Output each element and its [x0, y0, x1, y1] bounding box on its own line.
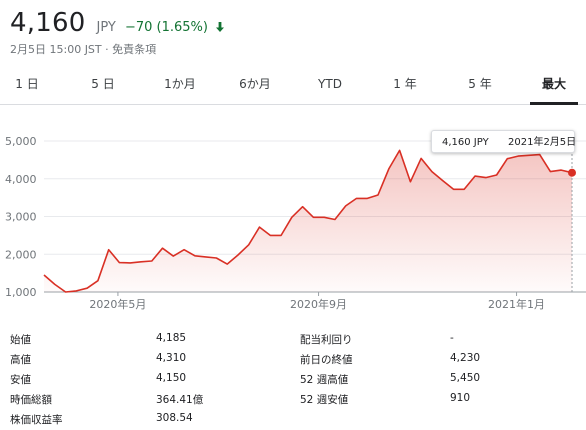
y-axis-labels: 5,000 4,000 3,000 2,000 1,000 — [5, 135, 37, 299]
stat-row: 始値 4,185 配当利回り - — [10, 332, 454, 346]
tab-6-month[interactable]: 6か月 — [239, 77, 271, 91]
tab-5-year[interactable]: 5 年 — [468, 77, 492, 91]
price-line — [43, 149, 573, 293]
price-change: −70 (1.65%) — [124, 20, 208, 35]
tooltip-price: 4,160 JPY — [442, 137, 489, 148]
y-tick-label: 5,000 — [5, 135, 37, 148]
y-tick-label: 4,000 — [5, 173, 37, 186]
price-chart[interactable]: 5,000 4,000 3,000 2,000 1,000 2020年5月 20… — [0, 118, 586, 318]
tab-5-day[interactable]: 5 日 — [91, 77, 115, 91]
tab-ytd[interactable]: YTD — [318, 77, 342, 91]
x-axis-labels: 2020年5月 2020年9月 2021年1月 — [89, 297, 545, 311]
chart-tooltip: 4,160 JPY 2021年2月5日 — [431, 130, 577, 153]
range-tabs: 1 日 5 日 1か月 6か月 YTD 1 年 5 年 最大 — [0, 64, 586, 105]
y-tick-label: 1,000 — [5, 286, 37, 299]
stat-row: 時価総額 364.41億 52 週安値 910 — [10, 392, 471, 406]
y-tick-label: 3,000 — [5, 211, 37, 224]
price-area-fill — [44, 150, 572, 292]
x-tick-label: 2021年1月 — [488, 297, 545, 311]
price-header: 4,160 JPY −70 (1.65%) — [10, 8, 225, 38]
hover-point — [568, 168, 576, 177]
arrow-down-icon — [215, 18, 225, 37]
y-tick-label: 2,000 — [5, 248, 37, 261]
tab-1-day[interactable]: 1 日 — [15, 77, 39, 91]
tab-max[interactable]: 最大 — [530, 64, 578, 105]
x-tick-label: 2020年5月 — [89, 297, 146, 311]
stat-row: 高値 4,310 前日の終値 4,230 — [10, 352, 481, 366]
stat-row: 安値 4,150 52 週高値 5,450 — [10, 372, 481, 386]
tab-1-year[interactable]: 1 年 — [393, 77, 417, 91]
timestamp-disclaimer: 2月5日 15:00 JST · 免責条項 — [10, 43, 157, 56]
tooltip-date: 2021年2月5日 — [508, 137, 577, 148]
tab-1-month[interactable]: 1か月 — [164, 77, 196, 91]
current-price: 4,160 — [10, 8, 86, 38]
stat-row: 株価収益率 308.54 — [10, 412, 193, 426]
x-tick-label: 2020年9月 — [290, 297, 347, 311]
currency-label: JPY — [96, 20, 116, 35]
